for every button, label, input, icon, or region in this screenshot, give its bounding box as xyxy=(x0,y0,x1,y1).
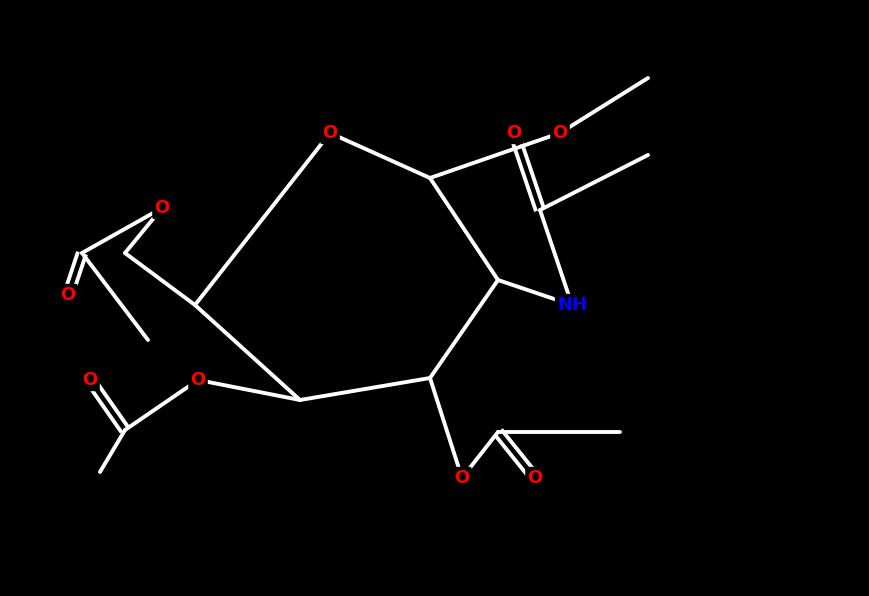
Text: O: O xyxy=(322,124,338,142)
Text: O: O xyxy=(60,286,76,304)
Text: O: O xyxy=(190,371,206,389)
Text: O: O xyxy=(527,469,542,487)
Text: O: O xyxy=(155,199,169,217)
Text: O: O xyxy=(553,124,567,142)
Text: O: O xyxy=(454,469,469,487)
Text: NH: NH xyxy=(557,296,587,314)
Text: O: O xyxy=(507,124,521,142)
Text: O: O xyxy=(83,371,97,389)
